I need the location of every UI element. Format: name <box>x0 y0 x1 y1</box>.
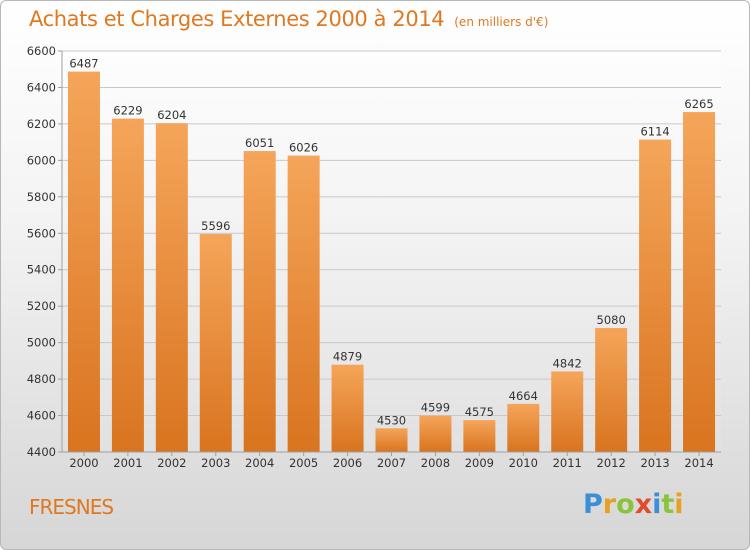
y-tick-label: 6400 <box>27 80 56 94</box>
y-tick-label: 4800 <box>27 372 56 386</box>
x-tick-label-2010: 2010 <box>509 456 538 470</box>
value-label-2003: 5596 <box>201 219 230 233</box>
brand-letter: P <box>583 489 603 520</box>
value-labels: 6487 6229 6204 5596 6051 6026 4879 4530 4599 4575… <box>69 57 713 428</box>
brand-letter: t <box>661 489 675 520</box>
bar-2006 <box>331 364 364 452</box>
brand-letter: o <box>616 489 635 520</box>
chart-title-block: Achats et Charges Externes 2000 à 2014 (e… <box>29 7 548 31</box>
y-tick-label: 5000 <box>27 336 56 350</box>
value-label-2008: 4599 <box>421 401 450 415</box>
x-tick-label-2002: 2002 <box>157 456 186 470</box>
bar-2014 <box>683 112 716 452</box>
x-tick-label-2008: 2008 <box>421 456 450 470</box>
x-tick-label-2001: 2001 <box>113 456 142 470</box>
bar-2009 <box>463 420 496 452</box>
x-tick-label-2012: 2012 <box>597 456 626 470</box>
x-tick-label-2004: 2004 <box>245 456 274 470</box>
brand-letter: r <box>602 489 617 520</box>
bar-2003 <box>199 234 232 452</box>
value-label-2004: 6051 <box>245 136 274 150</box>
bar-2001 <box>111 118 144 453</box>
bar-2002 <box>155 123 188 453</box>
y-tick-label: 6000 <box>27 153 56 167</box>
x-tick-label-2000: 2000 <box>69 456 98 470</box>
x-tick-label-2014: 2014 <box>684 456 713 470</box>
x-tick-label-2013: 2013 <box>640 456 669 470</box>
y-tick-label: 4600 <box>27 409 56 423</box>
value-label-2006: 4879 <box>333 350 362 364</box>
y-tick-label: 5400 <box>27 263 56 277</box>
bar-2000 <box>67 71 100 453</box>
value-label-2012: 5080 <box>597 313 626 327</box>
proxiti-logo[interactable]: Proxiti <box>583 489 684 520</box>
y-axis-ticks: 4400 4600 4800 5000 5200 5400 5600 5800 6000 6200… <box>27 44 62 459</box>
x-tick-label-2003: 2003 <box>201 456 230 470</box>
brand-letter: i <box>652 489 662 520</box>
bar-2012 <box>595 328 628 452</box>
value-label-2001: 6229 <box>113 104 142 118</box>
y-tick-label: 5200 <box>27 299 56 313</box>
bar-2013 <box>639 139 672 453</box>
brand-letter: i <box>674 489 684 520</box>
bar-2010 <box>507 403 540 452</box>
x-tick-label-2006: 2006 <box>333 456 362 470</box>
value-label-2014: 6265 <box>684 97 713 111</box>
value-label-2011: 4842 <box>553 356 582 370</box>
bar-2004 <box>243 151 276 452</box>
x-axis-ticks: 2000 2001 2002 2003 2004 2005 2006 2007 2008 2009… <box>69 452 714 470</box>
bars <box>67 71 716 453</box>
bar-2011 <box>551 371 584 452</box>
y-tick-label: 6600 <box>27 44 56 58</box>
chart-title: Achats et Charges Externes 2000 à 2014 <box>29 7 445 31</box>
bar-2008 <box>419 415 452 452</box>
bar-2005 <box>287 155 320 452</box>
x-tick-label-2009: 2009 <box>465 456 494 470</box>
value-label-2005: 6026 <box>289 141 318 155</box>
y-tick-label: 6200 <box>27 117 56 131</box>
x-tick-label-2011: 2011 <box>553 456 582 470</box>
x-tick-label-2005: 2005 <box>289 456 318 470</box>
y-tick-label: 5800 <box>27 190 56 204</box>
value-label-2013: 6114 <box>640 125 669 139</box>
brand-letter: x <box>634 489 653 520</box>
unit-note: (en milliers d'€) <box>454 15 549 29</box>
value-label-2002: 6204 <box>157 108 186 122</box>
y-tick-label: 5600 <box>27 226 56 240</box>
value-label-2007: 4530 <box>377 413 406 427</box>
y-tick-label: 4400 <box>27 445 56 459</box>
bar-2007 <box>375 428 408 452</box>
value-label-2009: 4575 <box>465 405 494 419</box>
value-label-2010: 4664 <box>509 389 538 403</box>
city-name: FRESNES <box>29 495 114 519</box>
x-tick-label-2007: 2007 <box>377 456 406 470</box>
value-label-2000: 6487 <box>69 57 98 71</box>
